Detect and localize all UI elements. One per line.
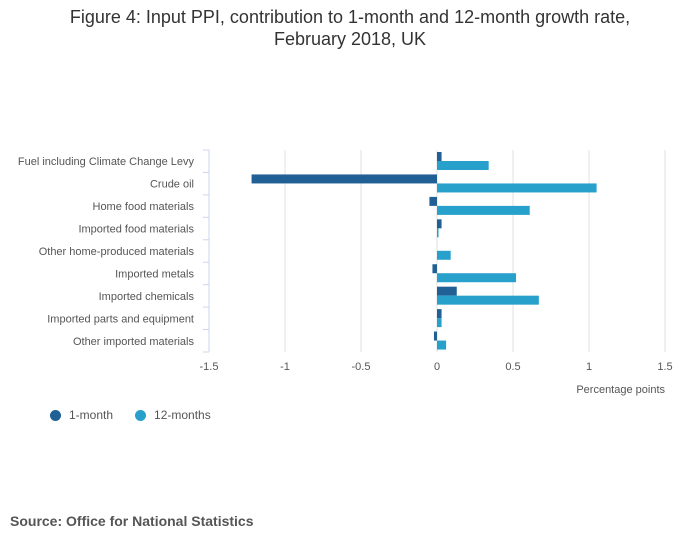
title-line-1: Figure 4: Input PPI, contribution to 1-m… bbox=[69, 7, 631, 27]
legend: 1-month 12-months bbox=[50, 408, 211, 422]
x-tick-label: 1 bbox=[586, 361, 592, 373]
x-tick-label: 0.5 bbox=[505, 361, 520, 373]
category-label: Imported parts and equipment bbox=[47, 313, 194, 325]
bar-1-month bbox=[437, 286, 457, 296]
bar-12-months bbox=[437, 340, 447, 350]
category-label: Other home-produced materials bbox=[39, 246, 195, 258]
bar-1-month bbox=[437, 309, 442, 319]
legend-label: 12-months bbox=[154, 408, 211, 422]
category-label: Imported chemicals bbox=[99, 291, 195, 303]
chart-title: Figure 4: Input PPI, contribution to 1-m… bbox=[0, 6, 700, 50]
legend-label: 1-month bbox=[69, 408, 114, 422]
bar-1-month bbox=[437, 152, 442, 161]
x-tick-label: 0 bbox=[434, 361, 440, 373]
bar-1-month bbox=[437, 219, 442, 229]
title-line-2: February 2018, UK bbox=[273, 29, 427, 49]
x-axis-label: Percentage points bbox=[576, 384, 665, 396]
x-tick-label: 1.5 bbox=[657, 361, 672, 373]
category-label: Imported food materials bbox=[78, 224, 194, 236]
bar-12-months bbox=[437, 250, 451, 260]
x-tick-label: -1 bbox=[280, 361, 290, 373]
legend-swatch bbox=[50, 409, 61, 421]
category-label: Home food materials bbox=[93, 201, 195, 213]
bar-12-months bbox=[437, 273, 517, 283]
bar-12-months bbox=[437, 205, 530, 215]
category-label: Imported metals bbox=[115, 268, 194, 280]
legend-item-1-month[interactable]: 1-month bbox=[50, 408, 113, 422]
bar-12-months bbox=[437, 161, 489, 170]
bar-12-months bbox=[437, 183, 597, 193]
category-label: Crude oil bbox=[150, 179, 194, 191]
category-label: Fuel including Climate Change Levy bbox=[18, 156, 195, 168]
x-tick-label: -1.5 bbox=[200, 361, 219, 373]
bar-12-months bbox=[437, 318, 442, 328]
bar-1-month bbox=[432, 264, 437, 274]
bar-1-month bbox=[251, 174, 437, 184]
legend-swatch bbox=[135, 409, 147, 421]
bar-1-month bbox=[429, 196, 437, 206]
bar-1-month bbox=[433, 331, 437, 341]
bar-12-months bbox=[437, 295, 539, 305]
bar-12-months bbox=[437, 228, 439, 238]
category-label: Other imported materials bbox=[73, 336, 195, 348]
legend-item-12-months[interactable]: 12-months bbox=[135, 408, 211, 422]
x-tick-label: -0.5 bbox=[352, 361, 371, 373]
source-note: Source: Office for National Statistics bbox=[10, 513, 254, 529]
